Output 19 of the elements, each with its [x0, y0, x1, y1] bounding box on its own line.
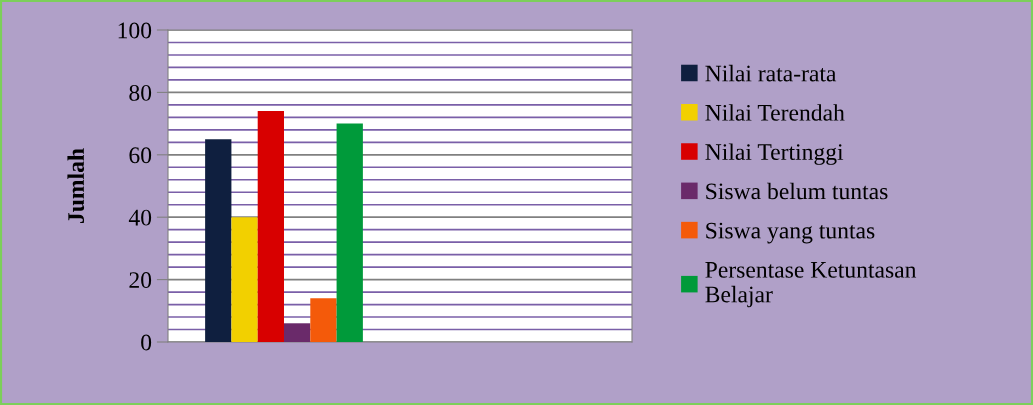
legend-label: Persentase Ketuntasan Belajar	[705, 262, 917, 308]
y-tick-label: 60	[129, 147, 152, 164]
bar	[310, 298, 337, 342]
bar	[284, 323, 311, 342]
y-tick-label: 40	[128, 209, 152, 226]
y-axis-title: Jumlah	[67, 148, 85, 223]
bar	[336, 123, 363, 342]
bar	[231, 217, 258, 342]
legend-label: Siswa yang tuntas	[706, 222, 875, 244]
legend-label: Nilai rata-rata	[705, 64, 837, 82]
y-tick-label: 100	[118, 22, 152, 39]
y-tick-label: 0	[141, 334, 152, 351]
legend-label: Nilai Terendah	[705, 104, 845, 121]
legend-label: Nilai Tertinggi	[705, 143, 844, 165]
bar	[257, 111, 284, 342]
y-tick-label: 20	[129, 272, 152, 289]
legend-label: Siswa belum tuntas	[706, 182, 888, 200]
bar	[205, 139, 232, 342]
y-tick-label: 80	[129, 84, 152, 101]
